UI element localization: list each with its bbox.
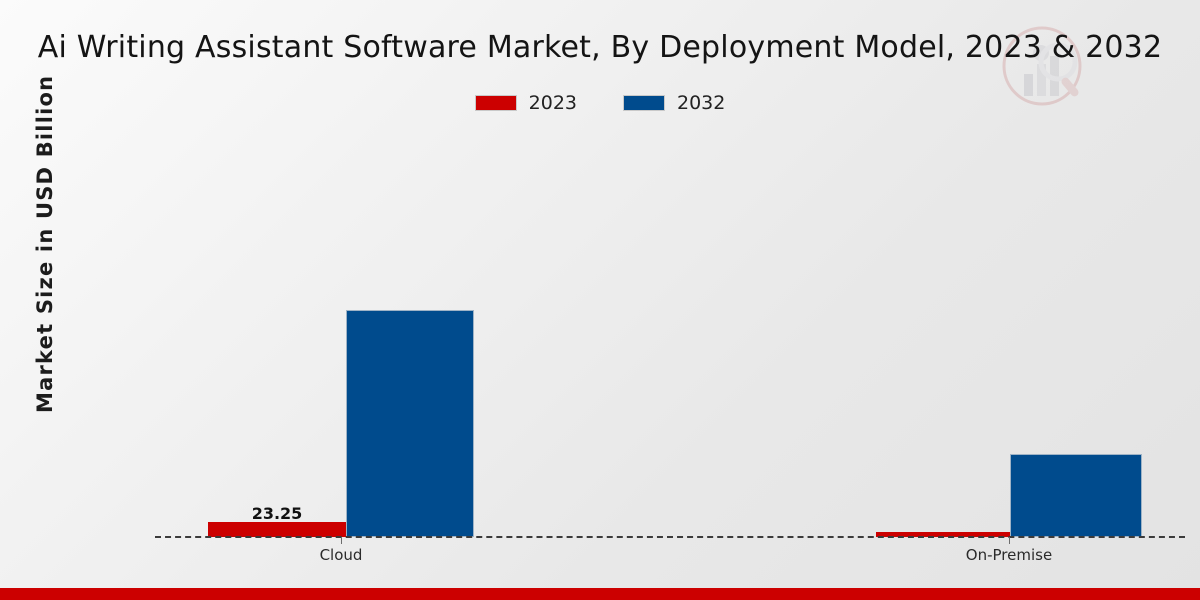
bottom-banner xyxy=(0,588,1200,600)
bar-cloud-2023[interactable] xyxy=(208,522,346,537)
chart-legend: 2023 2032 xyxy=(0,92,1200,114)
bar-on-premise-2032[interactable] xyxy=(1010,454,1142,537)
bar-on-premise-2023[interactable] xyxy=(876,532,1010,537)
legend-swatch-2023 xyxy=(474,95,517,111)
legend-swatch-2032 xyxy=(623,95,665,111)
category-label-on-premise: On-Premise xyxy=(965,546,1053,564)
legend-label-2023: 2023 xyxy=(528,92,577,114)
legend-item-2023[interactable]: 2023 xyxy=(474,92,577,114)
x-axis-tick-cloud xyxy=(341,537,342,544)
chart-title: Ai Writing Assistant Software Market, By… xyxy=(37,30,1163,65)
x-axis-baseline xyxy=(155,536,1185,538)
legend-label-2032: 2032 xyxy=(677,92,726,114)
x-axis-tick-on-premise xyxy=(1009,537,1010,544)
category-label-cloud: Cloud xyxy=(319,546,363,564)
bar-cloud-2032[interactable] xyxy=(346,310,474,537)
bar-value-label-cloud-2023: 23.25 xyxy=(251,504,303,523)
legend-item-2032[interactable]: 2032 xyxy=(623,92,725,114)
